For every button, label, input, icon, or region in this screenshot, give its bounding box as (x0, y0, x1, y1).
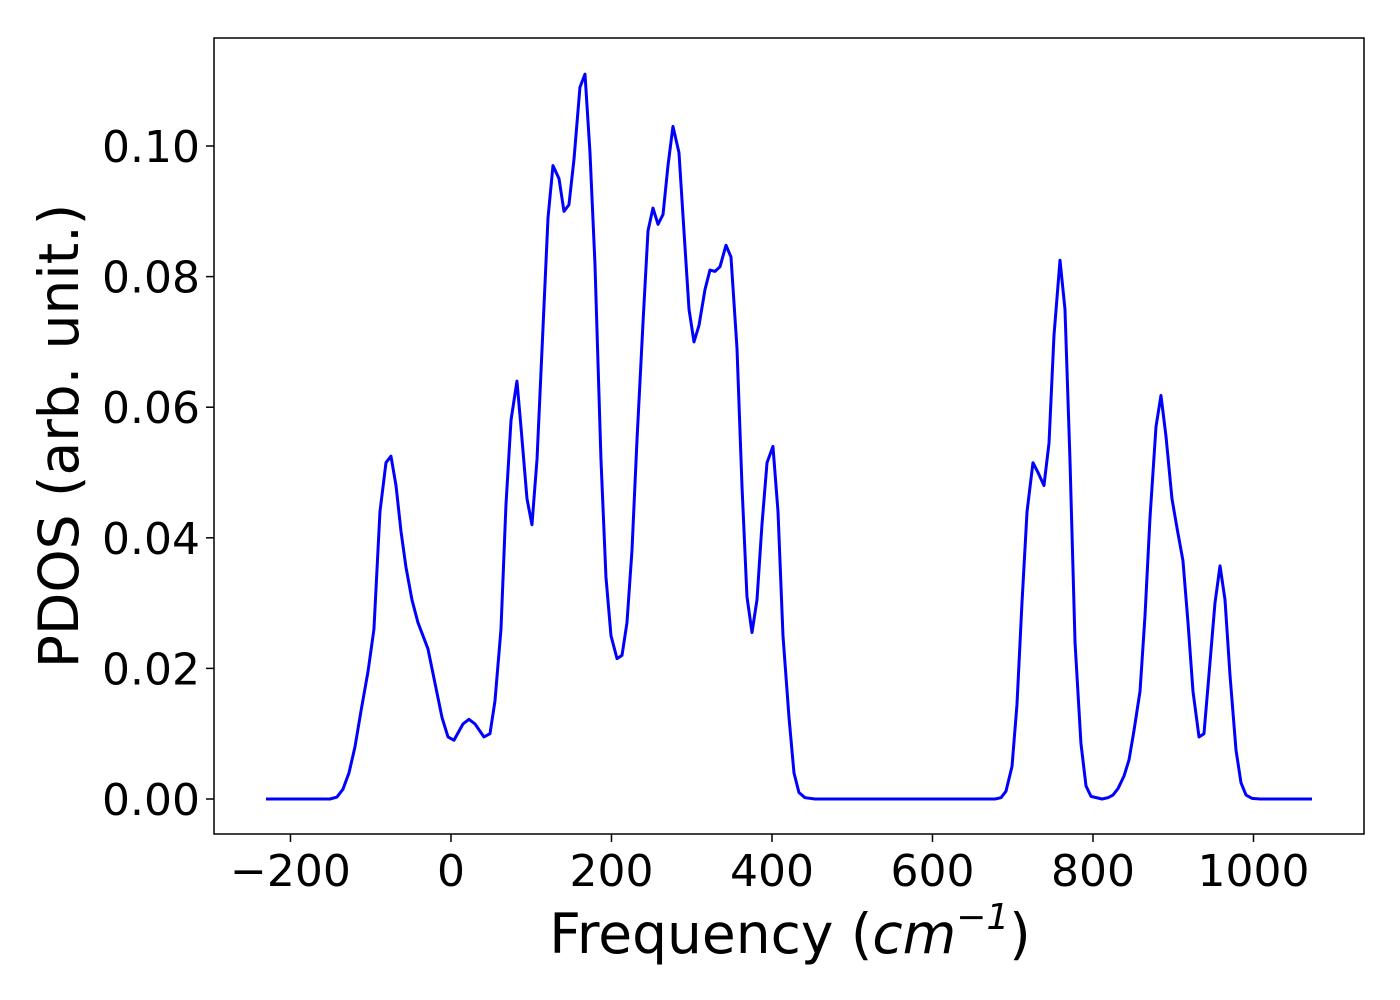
y-tick-label: 0.02 (102, 644, 200, 695)
x-tick-label: −200 (230, 846, 351, 897)
y-tick-label: 0.08 (102, 253, 200, 304)
y-tick-label: 0.04 (102, 514, 200, 565)
y-tick-label: 0.00 (102, 775, 200, 826)
x-tick-label: 800 (1051, 846, 1135, 897)
plot-frame (213, 37, 1365, 835)
x-label-math: cm (872, 902, 956, 966)
x-label-sup: −1 (956, 897, 1009, 938)
y-tick-label: 0.06 (102, 383, 200, 434)
x-tick-label: 400 (730, 846, 814, 897)
x-tick-label: 1000 (1198, 846, 1310, 897)
x-tick-label: 0 (437, 846, 465, 897)
x-tick-label: 200 (569, 846, 653, 897)
x-axis-label: Frequency (cm−1) (549, 897, 1030, 966)
x-label-text: ) (1009, 902, 1030, 966)
x-tick-label: 600 (890, 846, 974, 897)
y-tick-label: 0.10 (102, 122, 200, 173)
pdos-line (266, 72, 1312, 801)
x-label-text: Frequency ( (549, 902, 872, 966)
y-axis-label: PDOS (arb. unit.) (27, 204, 91, 668)
